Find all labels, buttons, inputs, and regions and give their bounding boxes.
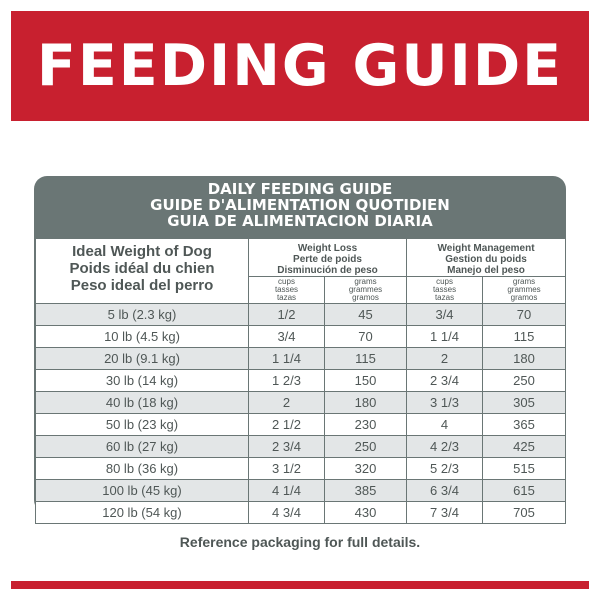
table-row: 60 lb (27 kg) 2 3/4 250 4 2/3 425	[35, 435, 567, 458]
group-header-line: Manejo del peso	[447, 265, 525, 276]
table-row: 30 lb (14 kg) 1 2/3 150 2 3/4 250	[35, 369, 567, 392]
loss-grams-cell: 45	[323, 303, 408, 326]
mgmt-grams-cell: 705	[482, 501, 567, 524]
unit-line: grammes	[348, 285, 383, 294]
weight-cell: 60 lb (27 kg)	[35, 435, 249, 458]
unit-line: gramos	[510, 293, 538, 302]
unit-line: tasses	[274, 285, 299, 294]
weight-cell: 80 lb (36 kg)	[35, 457, 249, 480]
loss-grams-cell: 180	[323, 391, 408, 414]
mgmt-cups-cell: 4 2/3	[406, 435, 484, 458]
mgmt-grams-cell: 425	[482, 435, 567, 458]
table-row: 120 lb (54 kg) 4 3/4 430 7 3/4 705	[35, 501, 567, 524]
bottom-accent-bar	[11, 581, 589, 589]
loss-cups-cell: 3 1/2	[248, 457, 325, 480]
weight-cell: 50 lb (23 kg)	[35, 413, 249, 436]
weight-header-line: Poids idéal du chien	[69, 260, 215, 277]
card-heading: DAILY FEEDING GUIDE GUIDE D'ALIMENTATION…	[34, 181, 566, 229]
unit-line: tazas	[434, 293, 455, 302]
header-banner: FEEDING GUIDE	[11, 11, 589, 121]
table-row: 40 lb (18 kg) 2 180 3 1/3 305	[35, 391, 567, 414]
table-row: 100 lb (45 kg) 4 1/4 385 6 3/4 615	[35, 479, 567, 502]
unit-line: cups	[278, 277, 295, 286]
mgmt-cups-cell: 5 2/3	[406, 457, 484, 480]
group-header-line: Disminución de peso	[277, 265, 378, 276]
weight-cell: 20 lb (9.1 kg)	[35, 347, 249, 370]
weight-cell: 40 lb (18 kg)	[35, 391, 249, 414]
unit-line: gramos	[352, 293, 379, 302]
weight-cell: 5 lb (2.3 kg)	[35, 303, 249, 326]
loss-grams-cell: 320	[323, 457, 408, 480]
group-header-line: Weight Loss	[297, 243, 358, 254]
mgmt-cups-cell: 2 3/4	[406, 369, 484, 392]
mgmt-cups-cell: 7 3/4	[406, 501, 484, 524]
unit-line: tasses	[432, 285, 457, 294]
unit-header-cups: cups tasses tazas	[248, 276, 325, 304]
mgmt-grams-cell: 615	[482, 479, 567, 502]
weight-column-header: Ideal Weight of Dog Poids idéal du chien…	[35, 238, 249, 304]
weight-cell: 30 lb (14 kg)	[35, 369, 249, 392]
loss-cups-cell: 3/4	[248, 325, 325, 348]
table-row: 5 lb (2.3 kg) 1/2 45 3/4 70	[35, 303, 567, 326]
mgmt-cups-cell: 6 3/4	[406, 479, 484, 502]
table-row: 50 lb (23 kg) 2 1/2 230 4 365	[35, 413, 567, 436]
mgmt-cups-cell: 2	[406, 347, 484, 370]
card-heading-line-fr: GUIDE D'ALIMENTATION QUOTIDIEN	[150, 196, 450, 214]
group-header-line: Perte de poids	[293, 254, 362, 265]
group-header-line: Gestion du poids	[445, 254, 527, 265]
mgmt-grams-cell: 115	[482, 325, 567, 348]
loss-cups-cell: 2	[248, 391, 325, 414]
mgmt-cups-cell: 3 1/3	[406, 391, 484, 414]
table-row: 20 lb (9.1 kg) 1 1/4 115 2 180	[35, 347, 567, 370]
loss-grams-cell: 250	[323, 435, 408, 458]
loss-grams-cell: 230	[323, 413, 408, 436]
unit-header-grams: grams grammes gramos	[323, 276, 408, 304]
weight-cell: 120 lb (54 kg)	[35, 501, 249, 524]
loss-grams-cell: 115	[323, 347, 408, 370]
loss-grams-cell: 150	[323, 369, 408, 392]
mgmt-cups-cell: 1 1/4	[406, 325, 484, 348]
loss-grams-cell: 430	[323, 501, 408, 524]
unit-header-cups: cups tasses tazas	[406, 276, 484, 304]
unit-line: tazas	[276, 293, 297, 302]
weight-header-line: Ideal Weight of Dog	[72, 243, 212, 260]
weight-cell: 100 lb (45 kg)	[35, 479, 249, 502]
mgmt-grams-cell: 515	[482, 457, 567, 480]
table-row: 80 lb (36 kg) 3 1/2 320 5 2/3 515	[35, 457, 567, 480]
loss-cups-cell: 4 1/4	[248, 479, 325, 502]
card-heading-line-en: DAILY FEEDING GUIDE	[207, 180, 393, 198]
page-title: FEEDING GUIDE	[36, 33, 564, 99]
weight-loss-header: Weight Loss Perte de poids Disminución d…	[247, 238, 408, 277]
mgmt-grams-cell: 305	[482, 391, 567, 414]
mgmt-grams-cell: 180	[482, 347, 567, 370]
card-heading-line-es: GUIA DE ALIMENTACION DIARIA	[167, 212, 433, 230]
loss-cups-cell: 2 1/2	[248, 413, 325, 436]
weight-cell: 10 lb (4.5 kg)	[35, 325, 249, 348]
loss-cups-cell: 1 1/4	[248, 347, 325, 370]
loss-cups-cell: 1 2/3	[248, 369, 325, 392]
mgmt-grams-cell: 250	[482, 369, 567, 392]
loss-grams-cell: 70	[323, 325, 408, 348]
mgmt-cups-cell: 3/4	[406, 303, 484, 326]
unit-line: grams	[354, 277, 377, 286]
group-header-line: Weight Management	[437, 243, 535, 254]
loss-cups-cell: 4 3/4	[248, 501, 325, 524]
loss-grams-cell: 385	[323, 479, 408, 502]
mgmt-grams-cell: 365	[482, 413, 567, 436]
loss-cups-cell: 1/2	[248, 303, 325, 326]
loss-cups-cell: 2 3/4	[248, 435, 325, 458]
mgmt-cups-cell: 4	[406, 413, 484, 436]
feeding-table: Ideal Weight of Dog Poids idéal du chien…	[35, 238, 567, 524]
unit-line: cups	[436, 277, 453, 286]
unit-header-grams: grams grammes gramos	[482, 276, 567, 304]
unit-line: grams	[512, 277, 536, 286]
unit-line: grammes	[507, 285, 541, 294]
mgmt-grams-cell: 70	[482, 303, 567, 326]
footer-note: Reference packaging for full details.	[179, 534, 421, 550]
weight-header-line: Peso ideal del perro	[70, 277, 214, 294]
table-row: 10 lb (4.5 kg) 3/4 70 1 1/4 115	[35, 325, 567, 348]
weight-management-header: Weight Management Gestion du poids Manej…	[406, 238, 567, 277]
